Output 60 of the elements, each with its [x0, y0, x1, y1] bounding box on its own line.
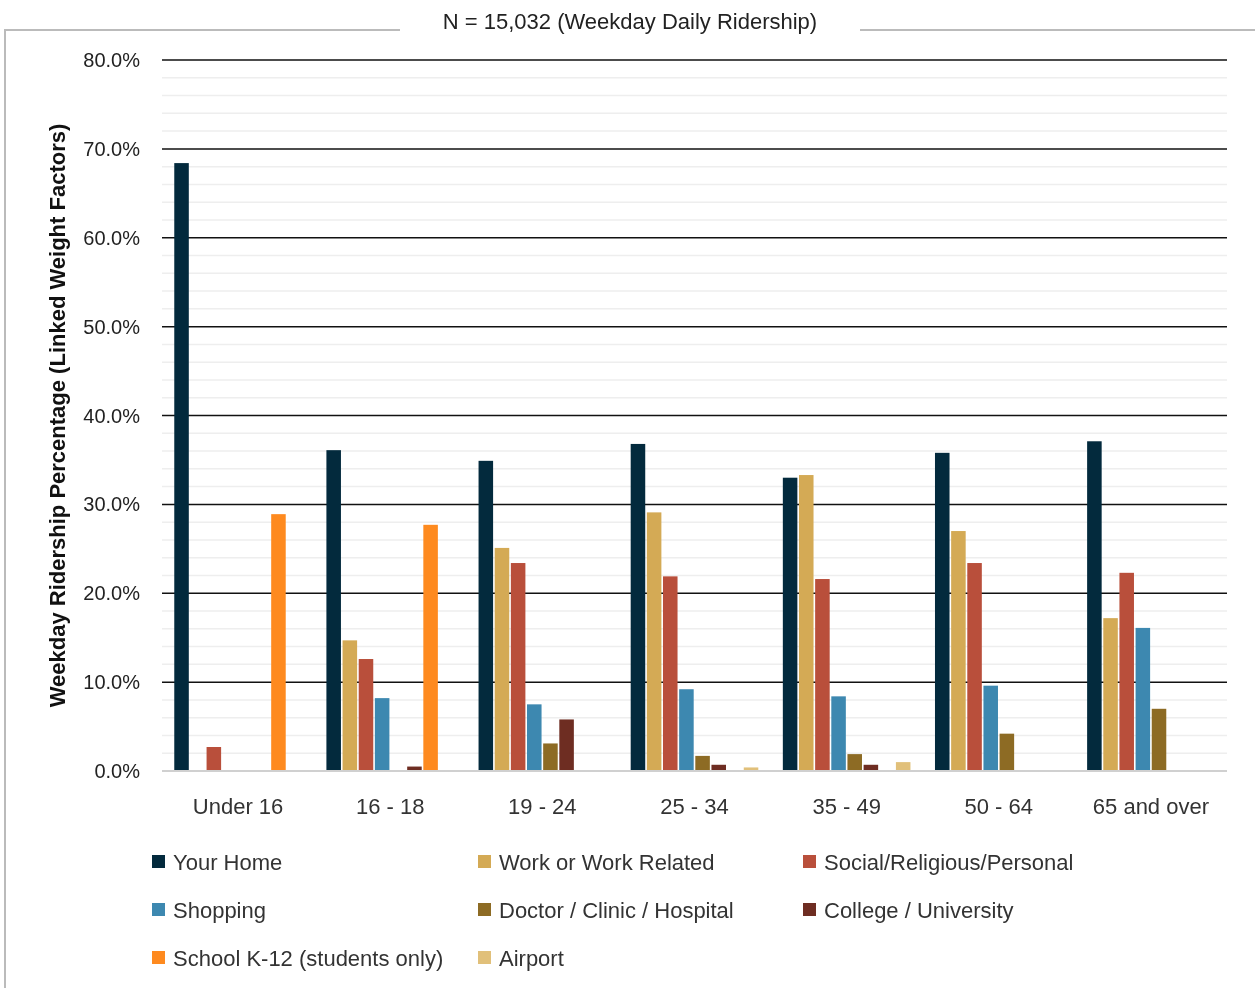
bar — [630, 443, 646, 771]
bar — [951, 531, 966, 771]
bar — [358, 659, 374, 771]
legend-label: College / University — [824, 897, 1014, 923]
bar — [695, 755, 710, 771]
bar — [527, 704, 542, 771]
legend-label: School K-12 (students only) — [173, 945, 444, 971]
x-tick-label: 19 - 24 — [508, 793, 577, 819]
bar — [983, 685, 998, 771]
chart-title: N = 15,032 (Weekday Daily Ridership) — [442, 8, 818, 34]
y-tick-label: 70.0% — [83, 137, 141, 160]
x-tick-label: 16 - 18 — [355, 793, 425, 819]
bar — [934, 452, 950, 771]
bar — [494, 547, 510, 771]
bar — [478, 460, 494, 771]
bar — [1119, 572, 1134, 771]
x-tick-label: Under 16 — [192, 793, 284, 819]
bar — [831, 696, 846, 771]
y-tick-label: 30.0% — [83, 493, 141, 516]
bar — [847, 754, 862, 771]
bar — [374, 698, 390, 771]
bar — [326, 450, 341, 771]
y-tick-label: 0.0% — [94, 760, 141, 782]
bar — [1135, 627, 1151, 771]
legend-label: Your Home — [173, 849, 283, 875]
bar — [663, 576, 678, 771]
bar — [815, 579, 830, 771]
y-tick-label: 10.0% — [83, 671, 141, 694]
bar — [999, 733, 1015, 771]
x-tick-label: 25 - 34 — [660, 793, 729, 819]
bar — [798, 475, 814, 771]
bar — [967, 563, 982, 771]
bar — [1087, 441, 1102, 771]
y-tick-label: 50.0% — [83, 315, 141, 338]
y-tick-label: 20.0% — [83, 582, 141, 605]
legend-label: Doctor / Clinic / Hospital — [499, 897, 734, 923]
bar — [174, 163, 189, 771]
x-tick-label: 65 and over — [1092, 793, 1210, 819]
bar — [206, 747, 222, 771]
bar — [679, 689, 694, 771]
bar — [782, 477, 798, 771]
x-tick-label: 35 - 49 — [812, 793, 881, 819]
bar — [1103, 618, 1118, 771]
y-tick-label: 60.0% — [83, 226, 141, 249]
bar — [559, 719, 574, 771]
legend-label: Shopping — [173, 897, 266, 923]
bar — [646, 512, 662, 771]
legend-label: Work or Work Related — [499, 849, 715, 875]
x-tick-label: 50 - 64 — [964, 793, 1034, 819]
y-tick-label: 40.0% — [83, 404, 141, 427]
bar — [342, 640, 358, 771]
legend-label: Airport — [499, 945, 564, 971]
y-tick-label: 80.0% — [83, 49, 141, 71]
bar — [1151, 708, 1167, 771]
legend-label: Social/Religious/Personal — [824, 849, 1074, 875]
y-axis-title: Weekday Ridership Percentage (Linked Weight Factors) — [44, 123, 70, 708]
bar — [271, 514, 286, 771]
bar — [423, 524, 438, 771]
bar — [510, 563, 526, 771]
bar — [543, 743, 558, 771]
